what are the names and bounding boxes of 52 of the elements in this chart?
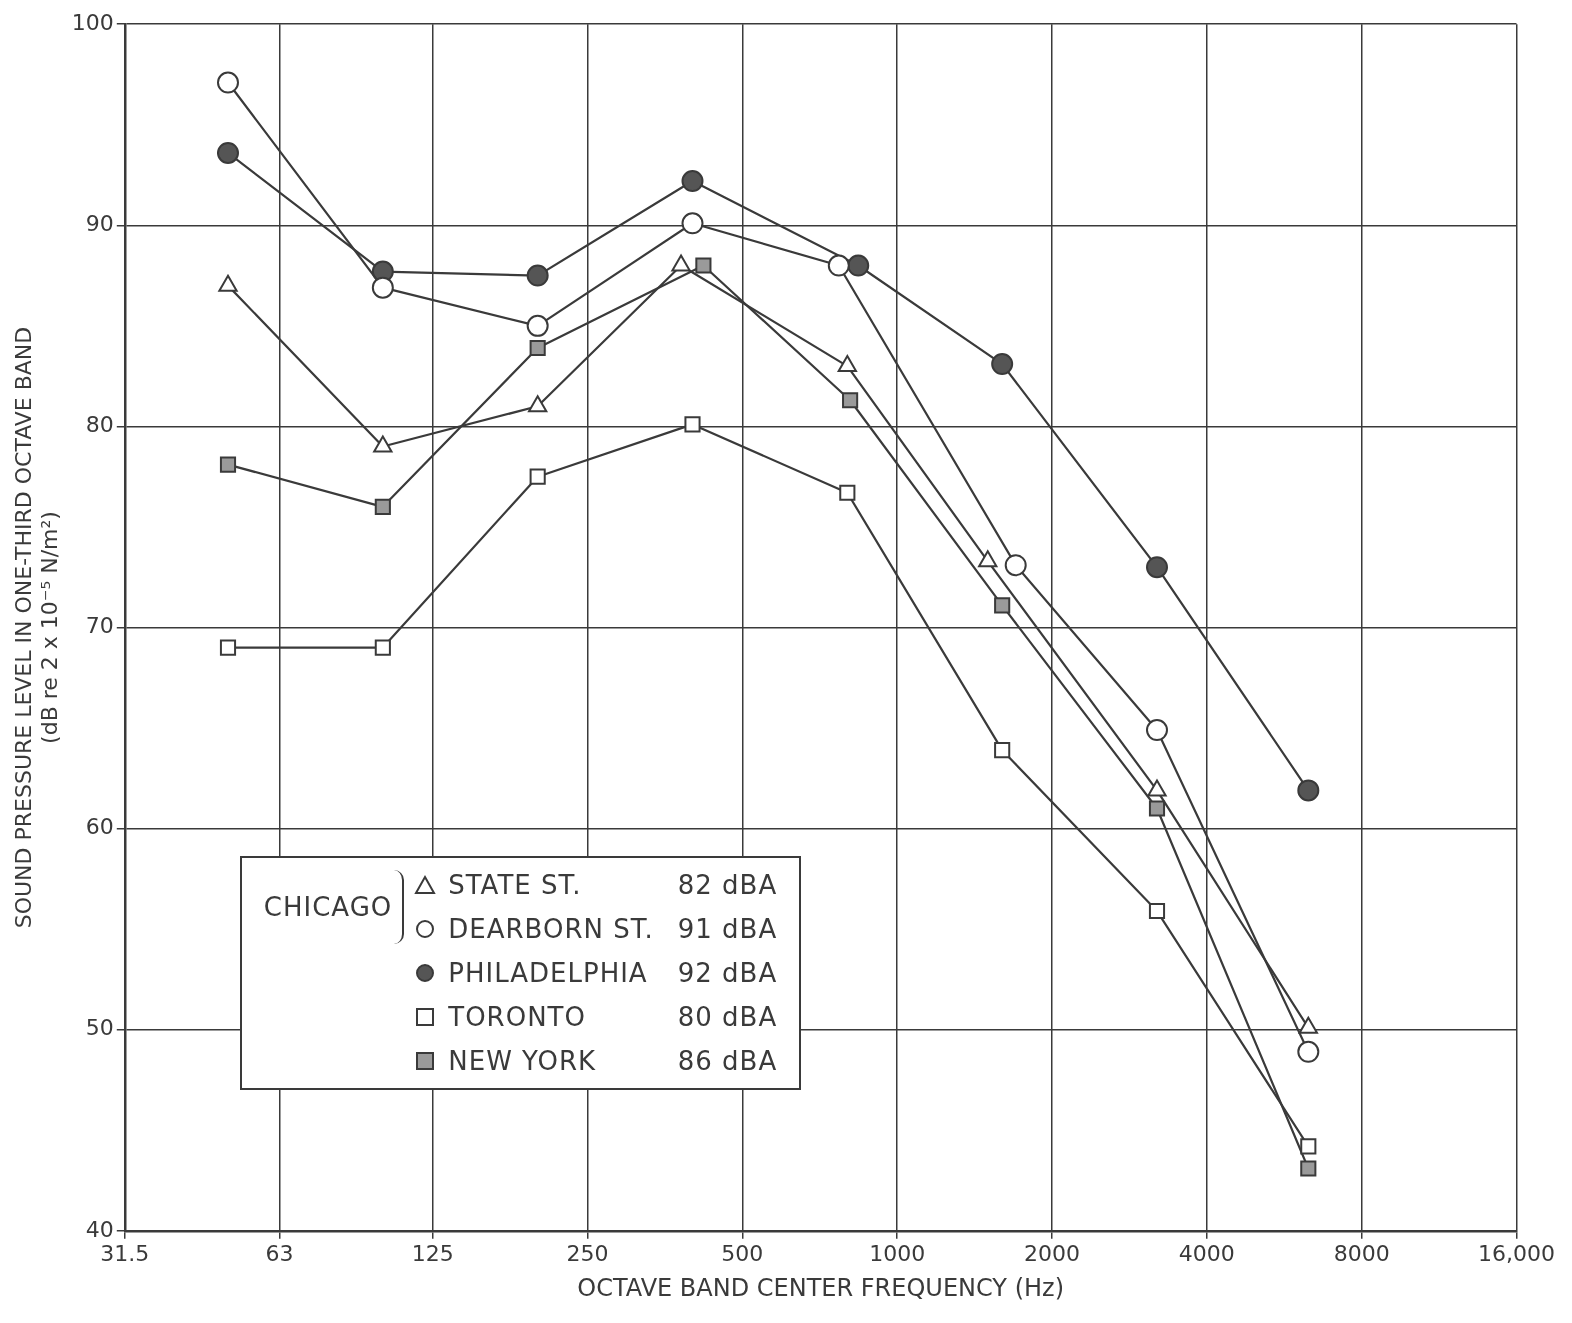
annotation: 82 dBA <box>676 869 778 900</box>
point <box>529 339 546 357</box>
annotation: 80 dBA <box>676 1001 778 1032</box>
y-tick-label: 90 <box>85 211 114 237</box>
x-tick-label: 500 <box>721 1240 764 1266</box>
x-tick-label: 250 <box>566 1240 609 1266</box>
point <box>1146 719 1168 742</box>
point <box>1148 800 1166 817</box>
point <box>371 276 394 299</box>
y-axis-title: SOUND PRESSURE LEVEL IN ONE-THIRD OCTAVE BAND (dB re 2 x 10⁻⁵ N/m²) <box>10 326 63 929</box>
legend-label: DEARBORN ST. <box>447 913 654 944</box>
x-tick-label: 4000 <box>1178 1240 1235 1266</box>
y-tick-label: 60 <box>85 814 114 840</box>
point <box>1146 556 1168 579</box>
point <box>374 498 391 515</box>
point <box>681 170 704 193</box>
annotation: CHICAGO <box>263 869 405 944</box>
point <box>839 484 856 501</box>
point <box>526 314 549 337</box>
point <box>219 456 237 473</box>
legend-label: TORONTO <box>447 1001 587 1032</box>
legend-label: NEW YORK <box>447 1045 598 1076</box>
point <box>217 71 239 94</box>
x-tick-label: 125 <box>411 1240 454 1266</box>
legend-label: PHILADELPHIA <box>447 957 649 988</box>
y-tick-label: 40 <box>85 1216 114 1242</box>
legend-label: STATE ST. <box>447 869 583 900</box>
y-tick-label: 50 <box>85 1015 114 1041</box>
y-tick-label: 70 <box>85 613 114 639</box>
point <box>217 141 239 164</box>
x-tick-label: 63 <box>265 1240 294 1266</box>
x-tick-label: 1000 <box>869 1240 926 1266</box>
x-axis-title: OCTAVE BAND CENTER FREQUENCY (Hz) <box>577 1273 1064 1302</box>
point <box>1148 902 1166 920</box>
point <box>994 742 1011 759</box>
y-tick-label: 80 <box>85 412 114 438</box>
point <box>991 353 1014 376</box>
point <box>374 639 391 656</box>
point <box>684 416 701 433</box>
point <box>681 212 704 235</box>
x-tick-label: 8000 <box>1333 1240 1390 1266</box>
x-tick-label: 2000 <box>1024 1240 1081 1266</box>
point <box>526 264 549 287</box>
point <box>219 639 237 656</box>
x-tick-label: 16,000 <box>1478 1240 1555 1266</box>
annotation: 91 dBA <box>676 913 778 944</box>
x-tick-label: 31.5 <box>100 1240 150 1266</box>
annotation: 86 dBA <box>676 1045 778 1076</box>
point <box>994 597 1011 614</box>
point <box>529 468 546 485</box>
annotation: 92 dBA <box>676 957 778 988</box>
y-tick-label: 100 <box>71 9 114 35</box>
